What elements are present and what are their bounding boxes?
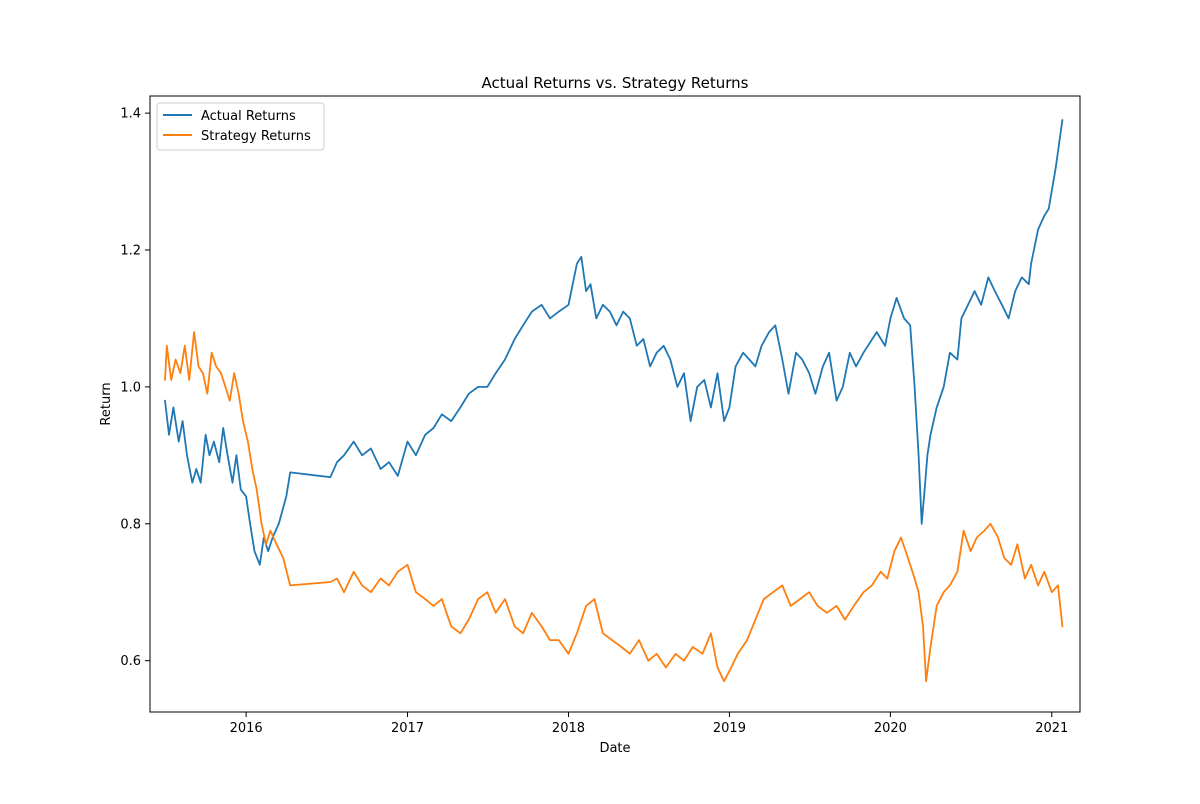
series-layer	[164, 119, 1064, 683]
plot-frame	[149, 95, 1081, 713]
legend-label-actual-returns: Actual Returns	[201, 109, 296, 124]
y-axis: 0.6 0.8 1.0 1.2 1.4	[120, 107, 150, 669]
y-tick-label: 1.0	[120, 380, 141, 395]
series-line-strategy-returns	[164, 331, 1064, 683]
x-tick-label: 2021	[1035, 721, 1068, 736]
y-tick-label: 1.2	[120, 244, 141, 259]
legend-box	[156, 102, 325, 151]
y-axis-label: Return	[99, 382, 114, 425]
x-tick-label: 2016	[230, 721, 263, 736]
x-axis: 2016 2017 2018 2019 2020 2021	[230, 712, 1068, 736]
x-tick-label: 2018	[552, 721, 585, 736]
x-tick-label: 2019	[713, 721, 746, 736]
x-tick-label: 2020	[874, 721, 907, 736]
y-tick-label: 0.6	[120, 654, 141, 669]
chart-title: Actual Returns vs. Strategy Returns	[482, 74, 749, 92]
y-tick-label: 1.4	[120, 107, 141, 122]
legend-label-strategy-returns: Strategy Returns	[201, 129, 311, 144]
y-tick-label: 0.8	[120, 517, 141, 532]
x-axis-label: Date	[599, 741, 630, 756]
x-tick-label: 2017	[391, 721, 424, 736]
legend: Actual Returns Strategy Returns	[156, 102, 325, 151]
